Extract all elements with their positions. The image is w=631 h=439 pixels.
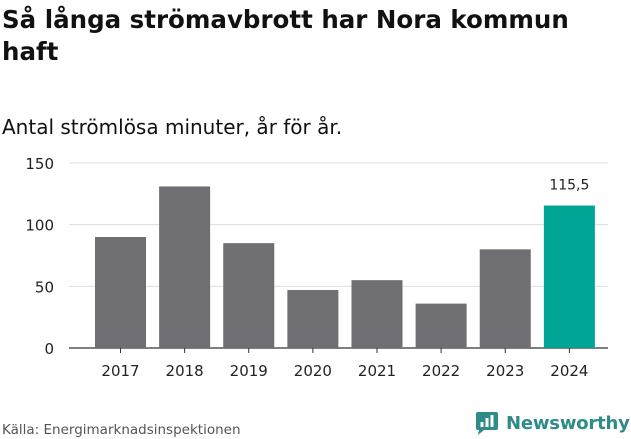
x-tick-label-2019: 2019 [230, 362, 268, 380]
x-tick-label-2020: 2020 [294, 362, 332, 380]
bar-2018 [159, 186, 211, 348]
y-tick-label: 100 [25, 217, 54, 235]
x-tick-label-2023: 2023 [486, 362, 524, 380]
x-tick-label-2024: 2024 [550, 362, 588, 380]
chart-subtitle: Antal strömlösa minuter, år för år. [2, 115, 343, 139]
bar-2020 [287, 290, 339, 348]
x-tick-label-2017: 2017 [101, 362, 139, 380]
bar-2023 [479, 249, 531, 348]
brand-name: Newsworthy [506, 412, 630, 434]
y-tick-label: 50 [35, 278, 54, 296]
bar-2022 [415, 303, 467, 348]
brand-logo[interactable]: Newsworthy [474, 409, 630, 437]
x-axis: 2017 2018 2019 2020 2021 2022 2023 2024 [101, 348, 588, 380]
bars [95, 186, 595, 348]
bar-2019 [223, 243, 275, 348]
data-labels: 115,5 [549, 178, 589, 194]
bar-2024 [543, 205, 595, 348]
chart-title: Så långa strömavbrott har Nora kommun ha… [2, 5, 569, 66]
x-tick-label-2022: 2022 [422, 362, 460, 380]
y-tick-label: 0 [44, 340, 54, 358]
y-axis: 0 50 100 150 [25, 155, 54, 358]
x-tick-label-2021: 2021 [358, 362, 396, 380]
bar-2017 [95, 237, 146, 348]
data-label-2024: 115,5 [549, 178, 589, 194]
y-tick-label: 150 [25, 155, 54, 173]
source-note: Källa: Energimarknadsinspektionen [2, 422, 241, 438]
bar-2021 [351, 280, 403, 348]
newsworthy-logo-icon [476, 412, 498, 435]
x-tick-label-2018: 2018 [166, 362, 204, 380]
